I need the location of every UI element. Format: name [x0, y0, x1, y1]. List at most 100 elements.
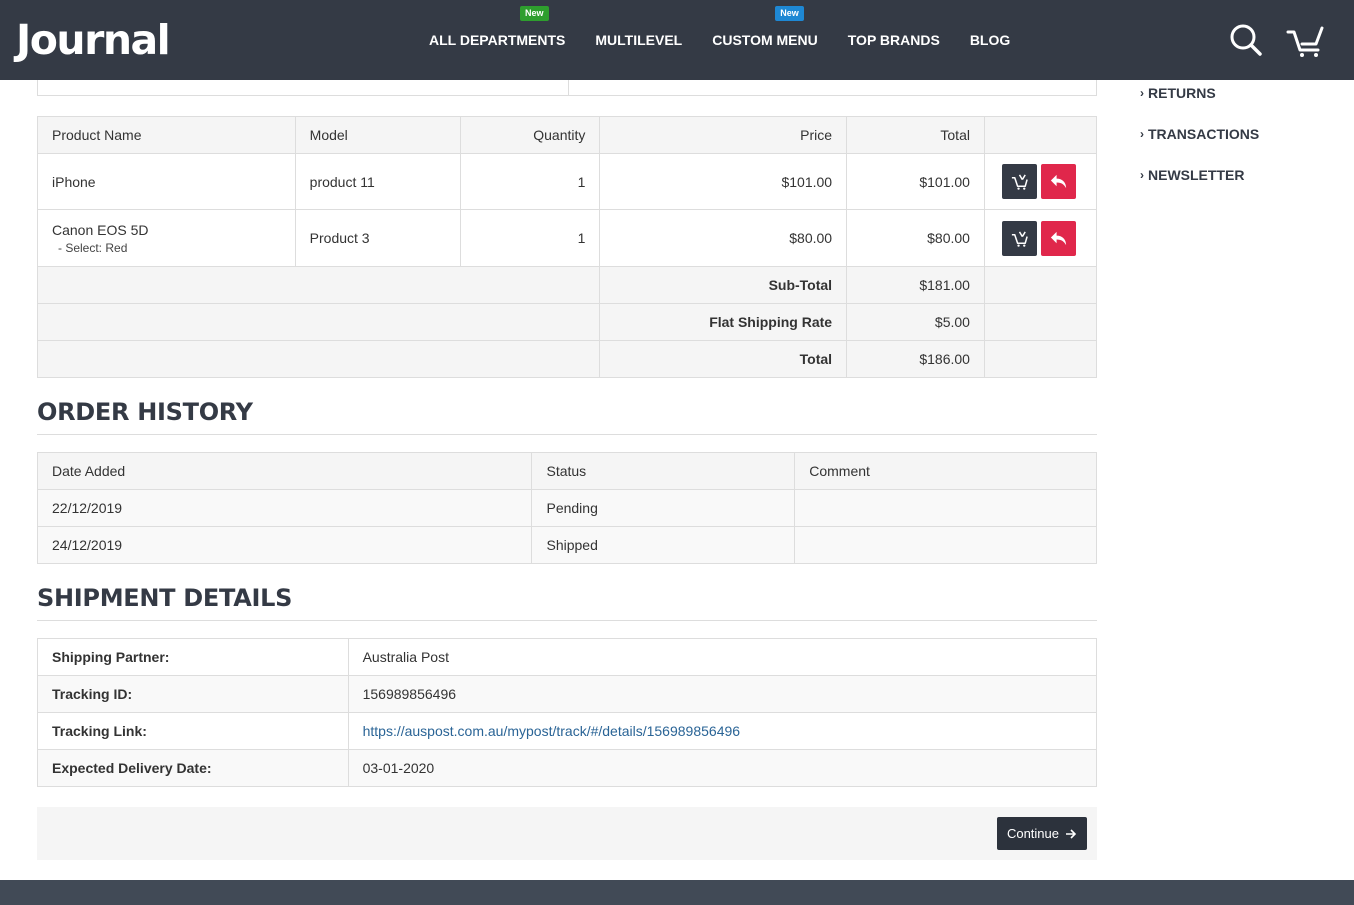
shipment-value: 156989856496 — [347, 675, 1098, 713]
chevron-right-icon: › — [1140, 86, 1144, 100]
product-name[interactable]: Canon EOS 5D — [52, 221, 149, 238]
table-row: 24/12/2019 Shipped — [36, 526, 1097, 564]
nav-label: BLOG — [969, 32, 1011, 48]
continue-button[interactable]: Continue — [996, 817, 1087, 850]
sidebar-item-transactions[interactable]: › TRANSACTIONS — [1140, 125, 1259, 143]
new-badge: New — [775, 6, 804, 21]
tracking-link[interactable]: https://auspost.com.au/mypost/track/#/de… — [362, 723, 741, 739]
account-sidebar: › RETURNS › TRANSACTIONS › NEWSLETTER — [1140, 84, 1259, 207]
shipment-value-cell: https://auspost.com.au/mypost/track/#/de… — [347, 712, 1098, 750]
nav-label: CUSTOM MENU — [712, 32, 818, 48]
col-model: Model — [294, 116, 462, 154]
reorder-button[interactable] — [1001, 164, 1037, 199]
sidebar-item-label: RETURNS — [1148, 85, 1216, 101]
arrow-right-icon — [1066, 828, 1077, 839]
col-price: Price — [599, 116, 848, 154]
product-name-cell: Canon EOS 5D - Select: Red — [37, 209, 296, 267]
nav-multilevel[interactable]: MULTILEVEL — [580, 32, 697, 48]
row-actions — [983, 209, 1098, 267]
total-label: Total — [599, 340, 848, 378]
reply-icon — [1050, 174, 1067, 189]
table-row: Tracking Link: https://auspost.com.au/my… — [37, 712, 1098, 750]
order-products-table: Product Name Model Quantity Price Total … — [36, 116, 1098, 378]
shipment-details-title: SHIPMENT DETAILS — [37, 584, 1097, 621]
total-value: $186.00 — [846, 340, 985, 378]
continue-label: Continue — [1006, 826, 1059, 841]
nav-custom-menu[interactable]: New CUSTOM MENU — [697, 6, 833, 48]
col-quantity: Quantity — [460, 116, 601, 154]
table-header-row: Product Name Model Quantity Price Total — [37, 116, 1098, 154]
main-nav: New ALL DEPARTMENTS MULTILEVEL New CUSTO… — [414, 0, 1025, 80]
cart-icon[interactable] — [1286, 22, 1326, 60]
history-comment — [794, 526, 1097, 564]
history-date: 24/12/2019 — [36, 526, 533, 564]
nav-label: ALL DEPARTMENTS — [429, 32, 566, 48]
table-row: Expected Delivery Date: 03-01-2020 — [37, 749, 1098, 787]
sidebar-item-returns[interactable]: › RETURNS — [1140, 84, 1259, 102]
col-total: Total — [846, 116, 985, 154]
table-row: Tracking ID: 156989856496 — [37, 675, 1098, 713]
col-comment: Comment — [794, 452, 1097, 490]
table-row: Shipping Partner: Australia Post — [37, 638, 1098, 676]
return-button[interactable] — [1040, 220, 1076, 256]
product-total: $80.00 — [846, 209, 985, 267]
reply-icon — [1050, 231, 1067, 245]
shipment-label: Tracking ID: — [37, 675, 349, 713]
shipment-label: Shipping Partner: — [37, 638, 349, 676]
site-footer — [0, 880, 1354, 905]
order-history-table: Date Added Status Comment 22/12/2019 Pen… — [36, 452, 1097, 564]
site-logo[interactable]: Journal — [16, 16, 171, 64]
nav-label: TOP BRANDS — [847, 32, 940, 48]
nav-blog[interactable]: BLOG — [955, 32, 1025, 48]
site-header: Journal New ALL DEPARTMENTS MULTILEVEL N… — [0, 0, 1354, 80]
total-value: $181.00 — [846, 266, 985, 304]
history-status: Shipped — [531, 526, 796, 564]
col-status: Status — [531, 452, 796, 490]
shipment-details-table: Shipping Partner: Australia Post Trackin… — [37, 638, 1098, 787]
total-value: $5.00 — [846, 303, 985, 341]
sidebar-item-label: NEWSLETTER — [1148, 167, 1245, 183]
product-total: $101.00 — [846, 153, 985, 210]
chevron-right-icon: › — [1140, 168, 1144, 182]
table-row: Canon EOS 5D - Select: Red Product 3 1 $… — [37, 209, 1098, 267]
grand-total-row: Total $186.00 — [36, 340, 1098, 378]
history-date: 22/12/2019 — [36, 489, 533, 527]
shipment-value: 03-01-2020 — [347, 749, 1098, 787]
history-status: Pending — [531, 489, 796, 527]
new-badge: New — [520, 6, 549, 21]
buttons-bar: Continue — [37, 807, 1097, 860]
subtotal-row: Sub-Total $181.00 — [36, 266, 1098, 304]
chevron-right-icon: › — [1140, 127, 1144, 141]
col-actions — [983, 116, 1098, 154]
product-model: product 11 — [294, 153, 462, 210]
total-label: Sub-Total — [599, 266, 848, 304]
nav-all-departments[interactable]: New ALL DEPARTMENTS — [414, 6, 580, 48]
shipping-row: Flat Shipping Rate $5.00 — [36, 303, 1098, 341]
order-history-title: ORDER HISTORY — [37, 398, 1097, 435]
table-row: iPhone product 11 1 $101.00 $101.00 — [37, 153, 1098, 210]
product-price: $80.00 — [599, 209, 848, 267]
shipment-label: Expected Delivery Date: — [37, 749, 349, 787]
history-comment — [794, 489, 1097, 527]
nav-top-brands[interactable]: TOP BRANDS — [833, 32, 955, 48]
return-button[interactable] — [1040, 164, 1076, 199]
product-name[interactable]: iPhone — [37, 153, 296, 210]
table-row: 22/12/2019 Pending — [36, 489, 1097, 527]
cart-add-icon — [1011, 230, 1028, 247]
reorder-button[interactable] — [1001, 220, 1037, 256]
product-price: $101.00 — [599, 153, 848, 210]
total-label: Flat Shipping Rate — [599, 303, 848, 341]
table-header-row: Date Added Status Comment — [36, 452, 1097, 490]
product-option: - Select: Red — [58, 240, 128, 255]
search-icon[interactable] — [1228, 22, 1268, 60]
col-date-added: Date Added — [36, 452, 533, 490]
product-model: Product 3 — [294, 209, 462, 267]
shipment-label: Tracking Link: — [37, 712, 349, 750]
cart-add-icon — [1011, 174, 1028, 190]
address-table-bottom — [37, 76, 1097, 96]
sidebar-item-label: TRANSACTIONS — [1148, 126, 1260, 142]
shipment-value: Australia Post — [347, 638, 1098, 676]
row-actions — [983, 153, 1098, 210]
nav-label: MULTILEVEL — [595, 32, 683, 48]
sidebar-item-newsletter[interactable]: › NEWSLETTER — [1140, 166, 1259, 184]
